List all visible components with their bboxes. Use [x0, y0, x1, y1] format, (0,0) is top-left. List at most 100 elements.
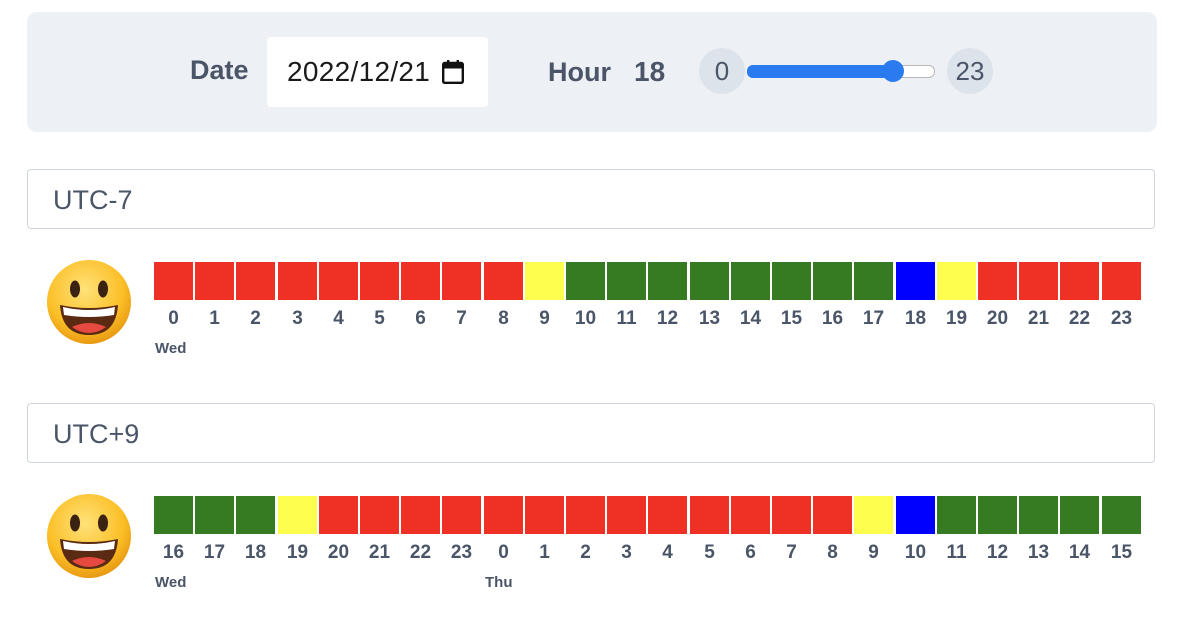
hour-cell-13	[690, 262, 729, 300]
hour-label-10: 10	[904, 542, 927, 563]
hour-value: 18	[634, 56, 666, 87]
hour-label-17: 17	[862, 308, 885, 329]
hour-label-5: 5	[704, 542, 715, 563]
hour-label-23: 23	[450, 542, 473, 563]
hour-label-6: 6	[415, 308, 426, 329]
hour-cell-0	[484, 496, 523, 534]
hour-cell-16	[813, 262, 852, 300]
hour-label-14: 14	[1068, 542, 1091, 563]
controls-panel: Date 2022/12/21 Hour 18 0 23	[27, 12, 1157, 132]
hour-cell-12	[648, 262, 687, 300]
hour-labels: 0 Wed 1 2 3 4 5 6 7 8 9 10 11 12 13 14 15 16 17 18 19 20 21 22 2…	[154, 300, 1144, 357]
hour-label-18: 18	[904, 308, 927, 329]
slider-thumb[interactable]	[881, 60, 904, 82]
hour-label-21: 21	[1027, 308, 1050, 329]
hour-cell-18	[896, 262, 935, 300]
hour-cell-4	[319, 262, 358, 300]
hour-cell-7	[442, 262, 481, 300]
hour-cells	[154, 262, 1144, 300]
hour-label-16: 16	[162, 542, 185, 563]
hour-cell-9	[525, 262, 564, 300]
hour-cell-14	[1060, 496, 1099, 534]
date-value: 2022/12/21	[287, 56, 431, 87]
hour-cell-10	[896, 496, 935, 534]
slider-fill	[747, 65, 897, 78]
hour-label-15: 15	[780, 308, 803, 329]
hour-cell-6	[401, 262, 440, 300]
hour-label-22: 22	[1068, 308, 1091, 329]
timezone-input-value: UTC-7	[53, 185, 133, 215]
hour-cell-11	[937, 496, 976, 534]
hour-grid-utc-minus-7: 0 Wed 1 2 3 4 5 6 7 8 9 10 11 12 13 14 15 16 17 18 19 20 21 22 2…	[154, 262, 1144, 357]
hour-label-22: 22	[409, 542, 432, 563]
hour-label-12: 12	[986, 542, 1009, 563]
hour-label-14: 14	[739, 308, 762, 329]
hour-cell-3	[278, 262, 317, 300]
hour-cell-5	[360, 262, 399, 300]
slider-max-label: 23	[947, 48, 993, 94]
hour-cell-3	[607, 496, 646, 534]
hour-label-17: 17	[203, 542, 226, 563]
hour-cell-9	[854, 496, 893, 534]
hour-cell-6	[731, 496, 770, 534]
day-label: Wed	[155, 574, 187, 591]
timezone-input-utc-plus-9[interactable]: UTC+9	[27, 403, 1155, 463]
hour-label-19: 19	[945, 308, 968, 329]
hour-cell-22	[1060, 262, 1099, 300]
date-label: Date	[190, 55, 249, 85]
date-input[interactable]: 2022/12/21	[267, 37, 488, 107]
hour-label-13: 13	[698, 308, 721, 329]
hour-label-18: 18	[244, 542, 267, 563]
hour-cell-1	[525, 496, 564, 534]
hour-cell-8	[484, 262, 523, 300]
hour-label-5: 5	[374, 308, 385, 329]
timezone-input-value: UTC+9	[53, 419, 140, 449]
hour-cell-1	[195, 262, 234, 300]
hour-label-1: 1	[209, 308, 220, 329]
hour-label-20: 20	[327, 542, 350, 563]
hour-label-11: 11	[616, 308, 637, 329]
day-label: Thu	[485, 574, 513, 591]
hour-cell-23	[442, 496, 481, 534]
hour-label-12: 12	[656, 308, 679, 329]
hour-label: Hour	[548, 57, 611, 87]
hour-cell-2	[566, 496, 605, 534]
hour-label-8: 8	[498, 308, 509, 329]
hour-cell-17	[195, 496, 234, 534]
hour-label-9: 9	[868, 542, 879, 563]
hour-cell-21	[360, 496, 399, 534]
hour-label-1: 1	[539, 542, 550, 563]
hour-label-9: 9	[539, 308, 550, 329]
hour-label-10: 10	[574, 308, 597, 329]
hour-cell-13	[1019, 496, 1058, 534]
hour-cell-22	[401, 496, 440, 534]
hour-cell-10	[566, 262, 605, 300]
hour-label-3: 3	[621, 542, 632, 563]
hour-cell-0	[154, 262, 193, 300]
hour-cell-4	[648, 496, 687, 534]
hour-labels: 16 Wed 17 18 19 20 21 22 23 0 Thu 1 2 3 4 5 6 7 8 9 10 11 12 13…	[154, 534, 1144, 591]
hour-label-15: 15	[1110, 542, 1133, 563]
hour-cell-17	[854, 262, 893, 300]
hour-cells	[154, 496, 1144, 534]
hour-label-11: 11	[946, 542, 967, 563]
hour-cell-11	[607, 262, 646, 300]
hour-cell-7	[772, 496, 811, 534]
hour-label-0: 0	[498, 542, 509, 563]
hour-cell-20	[319, 496, 358, 534]
hour-cell-12	[978, 496, 1017, 534]
calendar-icon[interactable]	[442, 60, 464, 84]
grinning-face-icon	[47, 494, 131, 578]
hour-label-20: 20	[986, 308, 1009, 329]
hour-grid-utc-plus-9: 16 Wed 17 18 19 20 21 22 23 0 Thu 1 2 3 4 5 6 7 8 9 10 11 12 13…	[154, 496, 1144, 591]
hour-label-0: 0	[168, 308, 179, 329]
hour-cell-21	[1019, 262, 1058, 300]
hour-slider[interactable]	[747, 60, 935, 82]
hour-label-2: 2	[580, 542, 591, 563]
hour-label-7: 7	[786, 542, 797, 563]
timezone-input-utc-minus-7[interactable]: UTC-7	[27, 169, 1155, 229]
hour-label-2: 2	[250, 308, 261, 329]
hour-label-8: 8	[827, 542, 838, 563]
hour-cell-19	[937, 262, 976, 300]
